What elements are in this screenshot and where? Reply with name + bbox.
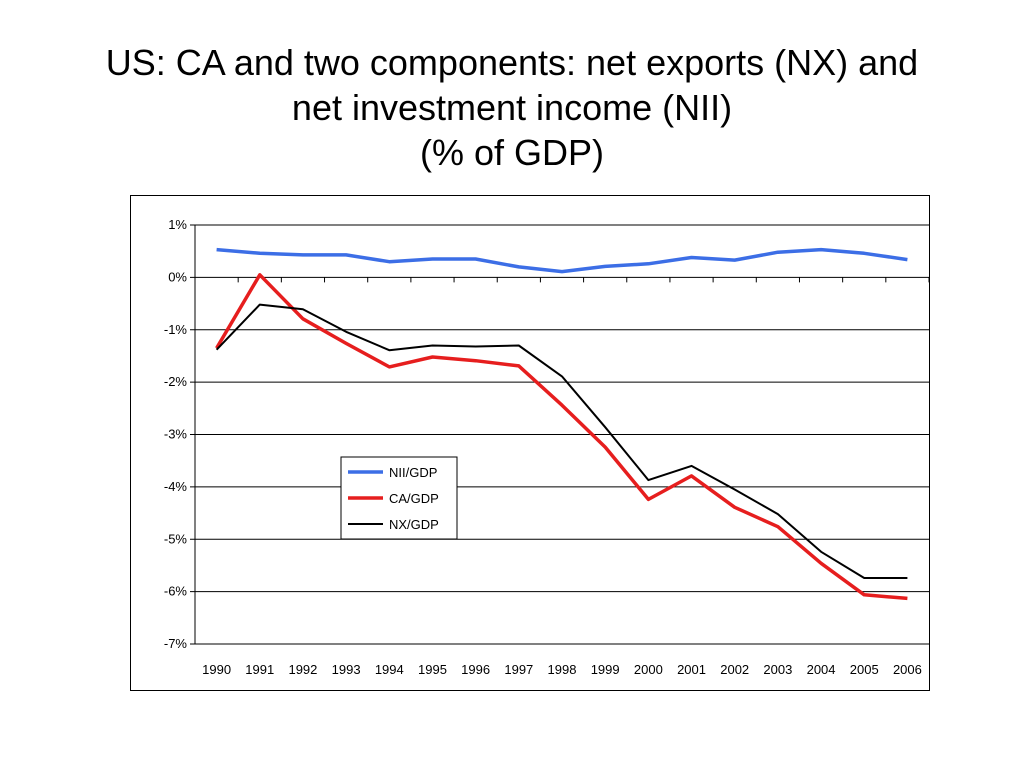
- x-tick-label: 1995: [418, 662, 447, 677]
- y-tick-label: -3%: [164, 427, 188, 442]
- x-tick-label: 1993: [332, 662, 361, 677]
- x-tick-label: 1990: [202, 662, 231, 677]
- title-line-2: net investment income (NII): [291, 87, 733, 128]
- y-tick-label: -2%: [164, 374, 188, 389]
- legend-label: NX/GDP: [389, 517, 439, 532]
- legend-label: CA/GDP: [389, 491, 439, 506]
- y-tick-label: -4%: [164, 479, 188, 494]
- series-line-nx-gdp: [215, 303, 908, 579]
- y-tick-label: -1%: [164, 322, 188, 337]
- title-line-3: (% of GDP): [419, 132, 605, 173]
- y-tick-label: 0%: [168, 269, 187, 284]
- chart-frame: 1% 0% -1% -2% -3% -4% -5% -6% -7% 1990 1991 1992 199…: [130, 195, 930, 691]
- line-chart: 1% 0% -1% -2% -3% -4% -5% -6% -7% 1990 1991 1992 199…: [164, 217, 929, 677]
- title-line-1: US: CA and two components: net exports (…: [105, 42, 919, 83]
- y-tick-label: 1%: [168, 217, 187, 232]
- x-tick-label: 2006: [893, 662, 922, 677]
- x-tick-label: 1992: [288, 662, 317, 677]
- y-tick-label: -7%: [164, 636, 188, 651]
- legend-label: NII/GDP: [389, 465, 437, 480]
- x-tick-label: 2004: [807, 662, 836, 677]
- y-tick-label: -6%: [164, 584, 188, 599]
- y-tick-label: -5%: [164, 531, 188, 546]
- x-tick-label: 1997: [504, 662, 533, 677]
- x-tick-label: 2001: [677, 662, 706, 677]
- x-tick-label: 1999: [591, 662, 620, 677]
- x-tick-label: 2003: [763, 662, 792, 677]
- x-tick-label: 2002: [720, 662, 749, 677]
- slide-title: US: CA and two components: net exports (…: [0, 40, 1024, 175]
- x-tick-label: 2000: [634, 662, 663, 677]
- x-tick-label: 1994: [375, 662, 404, 677]
- x-tick-label: 1996: [461, 662, 490, 677]
- x-tick-label: 1991: [245, 662, 274, 677]
- series-line-ca-gdp: [215, 273, 908, 601]
- x-tick-label: 2005: [850, 662, 879, 677]
- series-line-nii-gdp: [216, 247, 908, 274]
- x-tick-label: 1998: [548, 662, 577, 677]
